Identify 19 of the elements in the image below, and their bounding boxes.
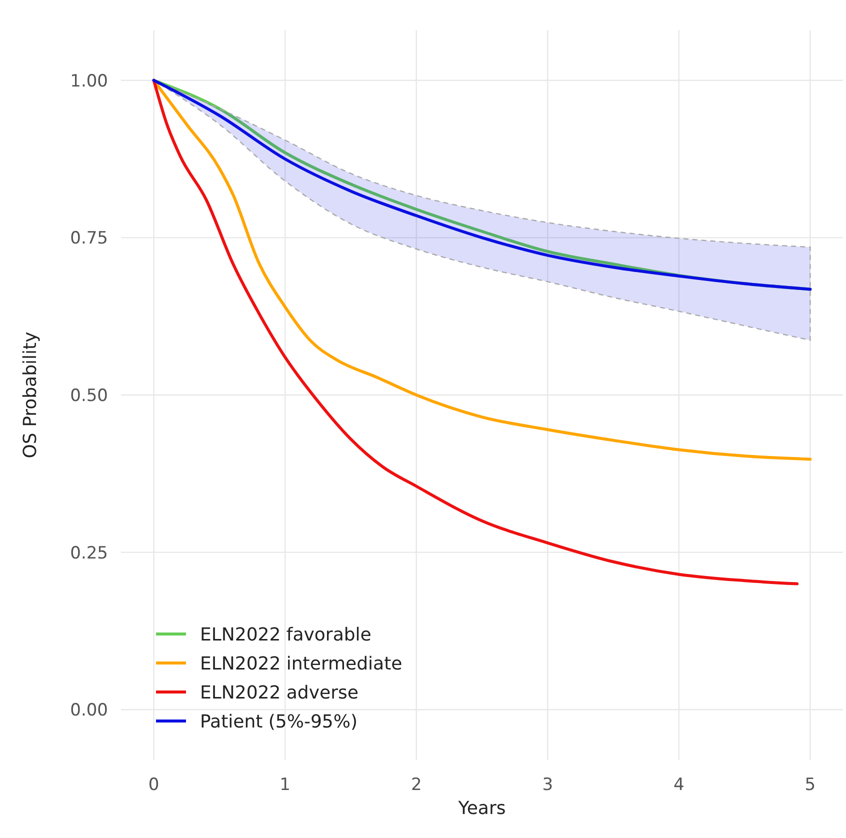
x-tick-label: 3 [542,775,554,795]
legend-label: ELN2022 favorable [200,624,372,646]
x-tick-label: 5 [804,775,816,795]
x-axis-title: Years [457,798,506,819]
y-tick-label: 0.75 [70,228,108,249]
x-tick-label: 2 [410,775,422,795]
x-tick-label: 0 [148,775,160,795]
legend-label: ELN2022 intermediate [200,653,402,674]
x-tick-label: 1 [280,775,291,795]
x-tick-label: 4 [673,775,684,795]
legend-label: Patient (5%-95%) [200,711,358,732]
y-tick-label: 1.00 [70,71,108,92]
line-series [152,78,799,586]
y-tick-label: 0.50 [70,386,108,406]
y-tick-label: 0.00 [70,700,108,721]
y-tick-label: 0.25 [70,543,108,564]
legend-label: ELN2022 adverse [200,682,358,704]
line-series [152,78,812,461]
y-axis-title: OS Probability [20,331,41,458]
